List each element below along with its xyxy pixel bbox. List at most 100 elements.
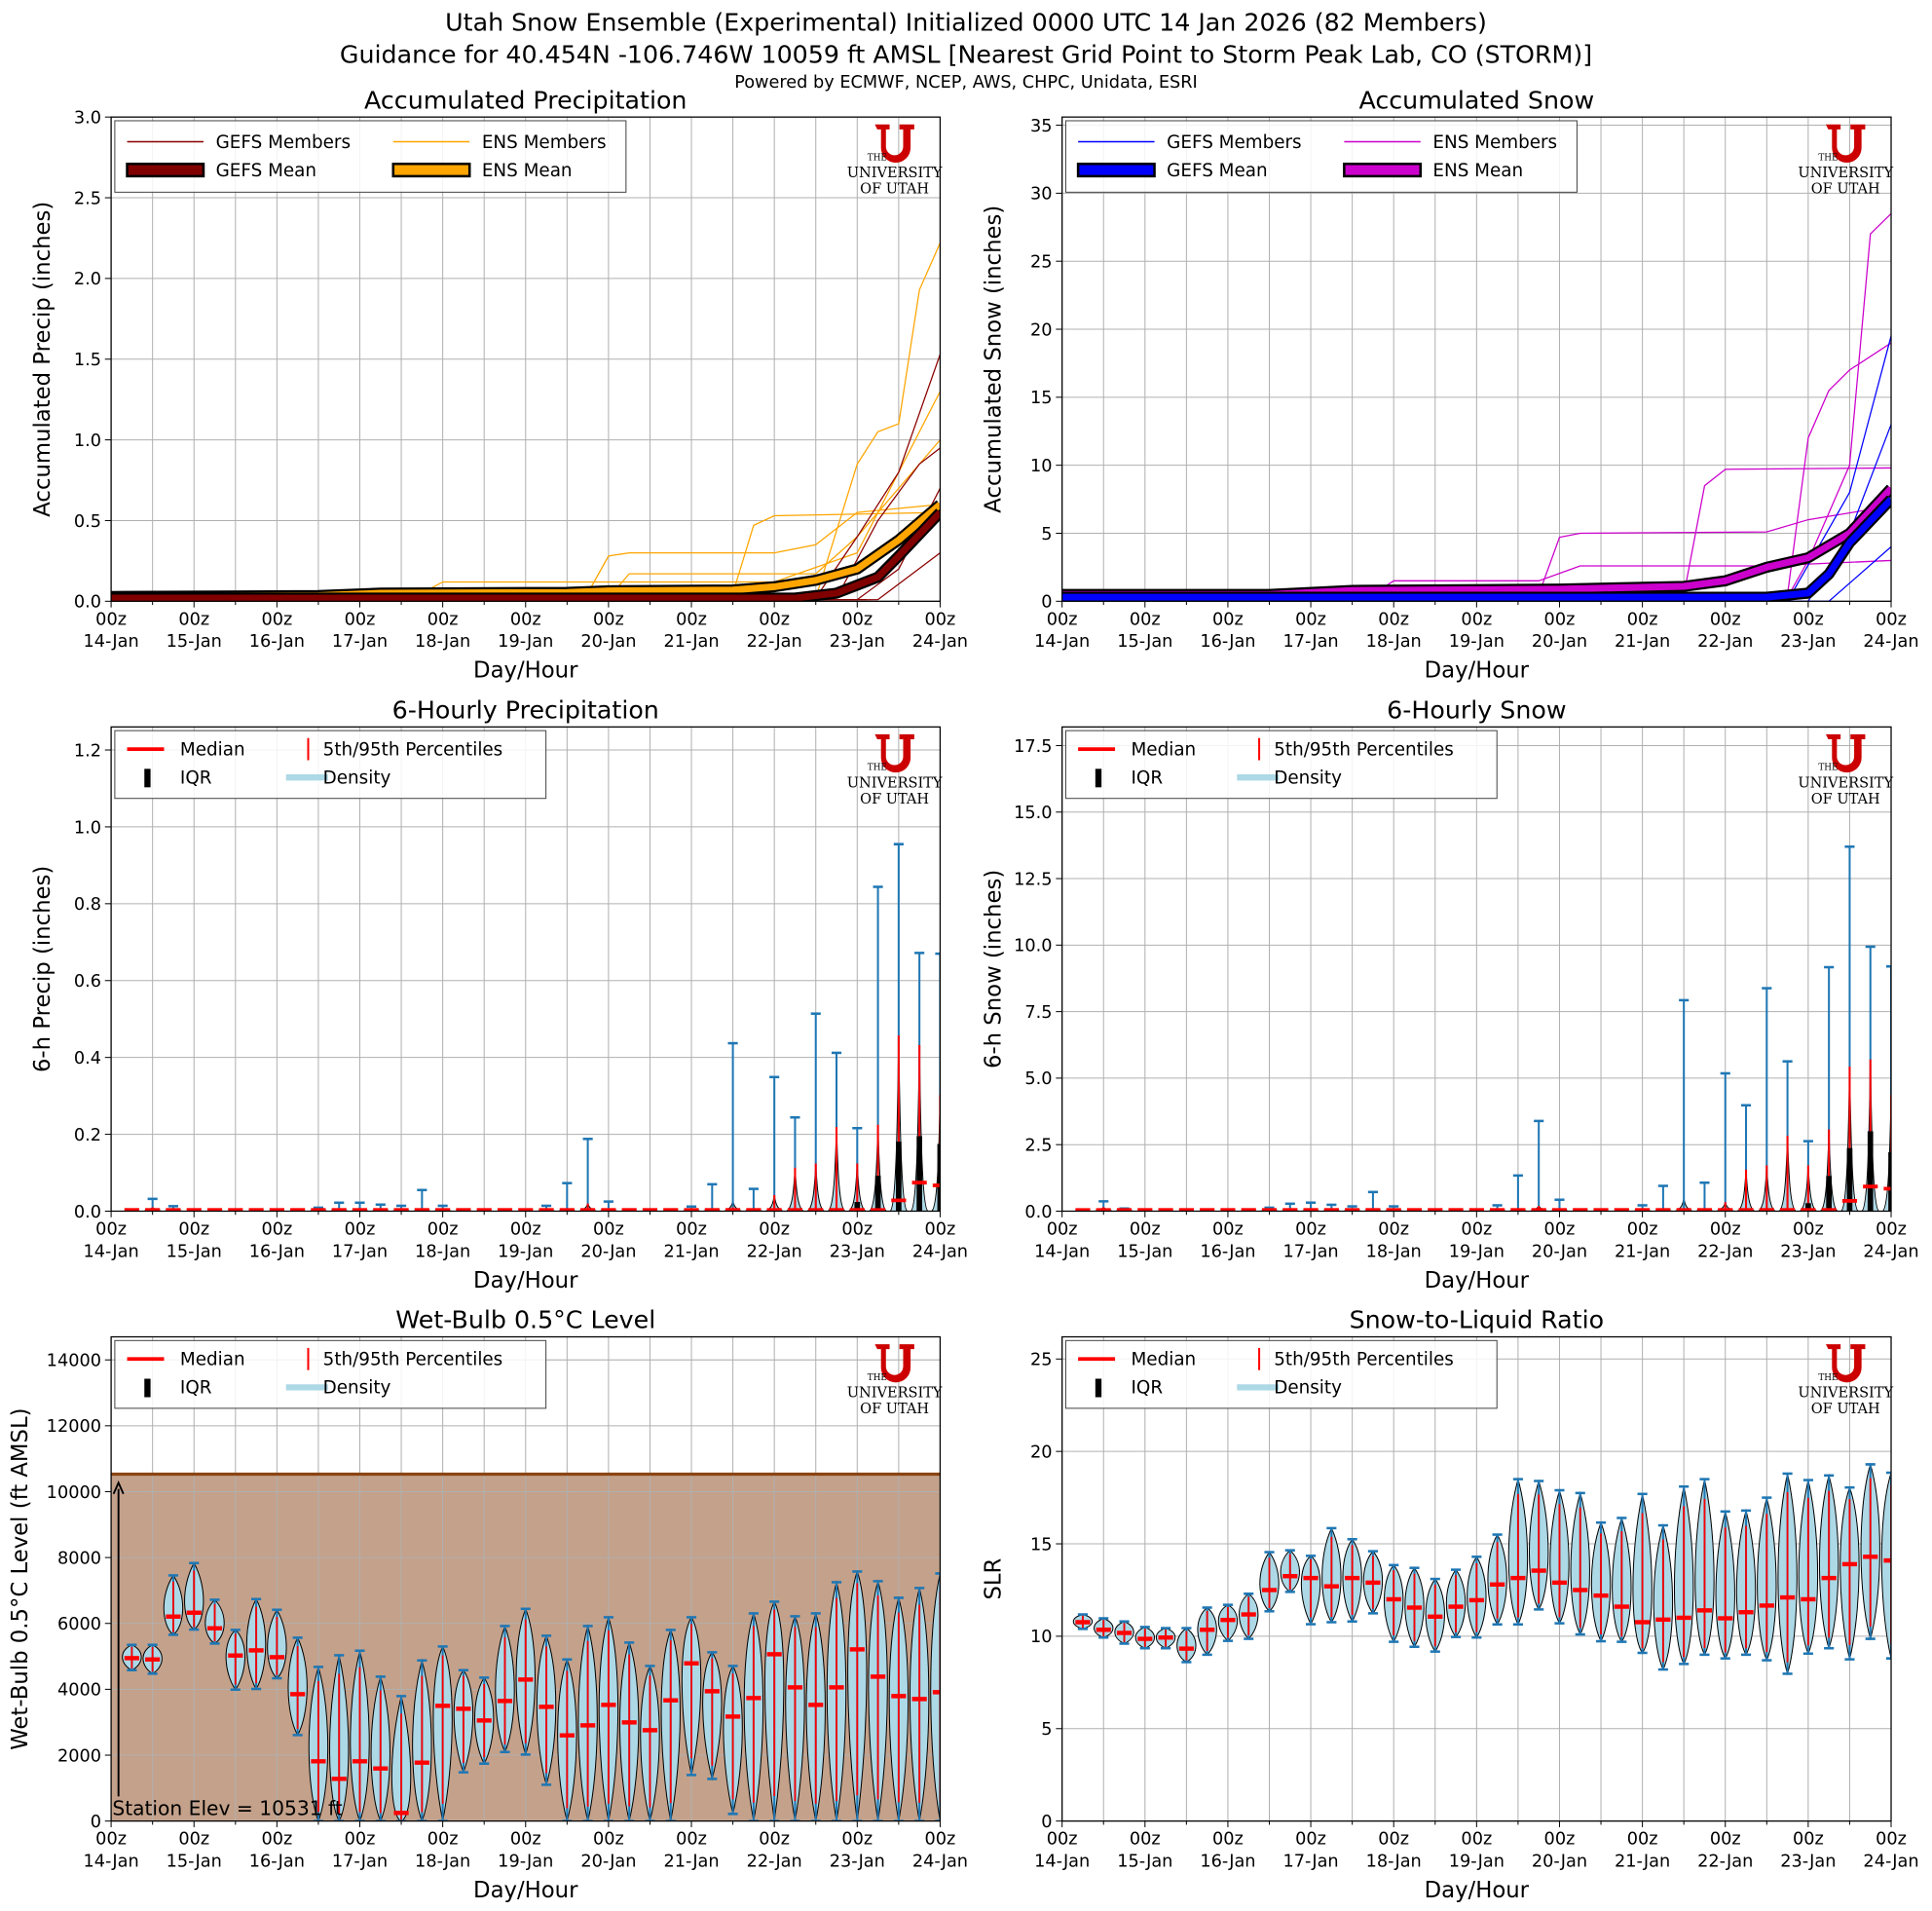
x-tick-label-hour: 00z <box>427 1830 459 1850</box>
violin-37 <box>1840 844 1859 1212</box>
x-tick-label-date: 15-Jan <box>167 632 222 652</box>
violin-33 <box>1758 987 1776 1212</box>
violin-19 <box>515 1607 536 1757</box>
violin-5 <box>225 1629 245 1691</box>
x-tick-label-hour: 00z <box>178 1220 209 1240</box>
x-tick-label-hour: 00z <box>1047 1220 1078 1240</box>
plot-area <box>1075 844 1892 1212</box>
violin-3 <box>1134 1626 1155 1650</box>
violin-34 <box>1778 1060 1797 1212</box>
x-tick-label-hour: 00z <box>427 1220 459 1240</box>
violin-4 <box>204 1598 225 1645</box>
chart-panel-2: 0.0 0.2 0.4 0.6 0.8 1.0 1.2 00z 14-Jan 00z 15-Jan 0… <box>30 695 968 1293</box>
violin-14 <box>1363 1190 1382 1212</box>
y-tick-label: 2.5 <box>1024 1137 1052 1156</box>
y-tick-label: 0 <box>1041 1813 1052 1832</box>
x-tick-label-hour: 00z <box>1710 610 1741 629</box>
x-tick-label-hour: 00z <box>427 610 459 629</box>
block-u-icon <box>874 124 914 163</box>
y-tick-label: 0.4 <box>74 1049 101 1068</box>
violin-4 <box>1155 1627 1176 1650</box>
violin-20 <box>1487 1533 1507 1627</box>
x-tick-label-hour: 00z <box>593 1220 624 1240</box>
violin-8 <box>1239 1592 1259 1640</box>
logo-text: THE <box>868 764 887 773</box>
x-tick-label-date: 20-Jan <box>580 1242 636 1261</box>
y-tick-label: 2.5 <box>74 189 101 208</box>
violin-37 <box>889 843 909 1212</box>
violin-28 <box>703 1182 722 1212</box>
y-tick-label: 1.5 <box>74 351 101 370</box>
violin-29 <box>1673 1484 1694 1666</box>
legend: GEFS Members ENS Members GEFS Mean ENS Mean <box>114 120 627 193</box>
legend: Median 5th/95th Percentiles IQR Density <box>1064 730 1498 800</box>
violin-17 <box>474 1676 495 1765</box>
legend-iqr-swatch <box>144 768 151 788</box>
plot-area <box>111 243 941 602</box>
legend-label: ENS Mean <box>1432 161 1523 181</box>
violin-10 <box>330 1201 349 1212</box>
x-tick-label-date: 17-Jan <box>332 632 388 652</box>
x-tick-label-date: 18-Jan <box>1366 1852 1422 1871</box>
x-tick-label-date: 15-Jan <box>1117 1242 1172 1261</box>
legend-label: IQR <box>180 1378 212 1399</box>
member-line <box>1061 545 1892 602</box>
violin-9 <box>1259 1551 1280 1613</box>
violin-8 <box>287 1636 308 1737</box>
axes-frame <box>1061 726 1892 1213</box>
violin-30 <box>743 1611 764 1821</box>
y-tick-label: 12000 <box>47 1417 101 1437</box>
violin-17 <box>1425 1577 1445 1653</box>
chart-title: Snow-to-Liquid Ratio <box>1350 1306 1605 1334</box>
x-tick-label-hour: 00z <box>593 610 624 629</box>
legend-box <box>1064 730 1498 800</box>
x-tick-label-hour: 00z <box>1295 1830 1326 1850</box>
x-tick-label-date: 24-Jan <box>1863 1852 1918 1871</box>
violin-1 <box>1095 1200 1113 1212</box>
logo-text: UNIVERSITY <box>847 1385 943 1401</box>
axes-frame <box>1061 1335 1892 1822</box>
legend-iqr-swatch <box>144 1378 151 1398</box>
station-elevation-label: Station Elev = 10531 ft <box>112 1796 342 1819</box>
y-tick-label: 8000 <box>57 1549 101 1568</box>
plot-area <box>1061 212 1892 602</box>
logo-text: OF UTAH <box>1811 792 1880 807</box>
logo-text: UNIVERSITY <box>1798 1385 1893 1401</box>
x-tick-label-hour: 00z <box>1212 610 1244 629</box>
x-tick-label-date: 16-Jan <box>1200 1852 1255 1871</box>
violin-11 <box>351 1201 369 1212</box>
y-tick-label: 6000 <box>57 1615 101 1634</box>
mean-line <box>111 509 941 602</box>
y-tick-label: 25 <box>1030 253 1053 273</box>
x-tick-label-hour: 00z <box>1212 1830 1244 1850</box>
violin-12 <box>1322 1203 1341 1212</box>
x-tick-label-date: 18-Jan <box>1366 632 1422 652</box>
violin-28 <box>1653 1184 1672 1212</box>
figure-title-line1: Utah Snow Ensemble (Experimental) Initia… <box>445 9 1487 37</box>
logo-text: UNIVERSITY <box>1798 166 1893 181</box>
x-tick-label-hour: 00z <box>1295 610 1326 629</box>
arrow-head-icon <box>112 1480 125 1495</box>
x-tick-label-hour: 00z <box>1876 610 1907 629</box>
x-tick-label-hour: 00z <box>925 610 956 629</box>
x-tick-label-date: 20-Jan <box>580 1852 636 1871</box>
y-tick-label: 1.0 <box>74 818 101 838</box>
x-tick-label-hour: 00z <box>1793 610 1824 629</box>
legend-box <box>114 730 547 800</box>
y-tick-label: 1.0 <box>74 431 101 451</box>
legend-swatch <box>126 162 205 178</box>
violin-21 <box>1508 1174 1527 1212</box>
violin-38 <box>1860 1462 1880 1641</box>
violin-38 <box>909 1587 930 1821</box>
x-tick-label-hour: 00z <box>1793 1220 1824 1240</box>
violin-31 <box>763 1600 785 1821</box>
x-tick-label-date: 22-Jan <box>747 1852 802 1871</box>
axes-frame <box>110 116 942 602</box>
logo-text: THE <box>868 153 887 163</box>
legend-label: GEFS Mean <box>216 161 316 181</box>
x-tick-label-hour: 00z <box>676 610 707 629</box>
logo-text: OF UTAH <box>1811 182 1880 198</box>
y-tick-label: 1.2 <box>74 741 101 761</box>
